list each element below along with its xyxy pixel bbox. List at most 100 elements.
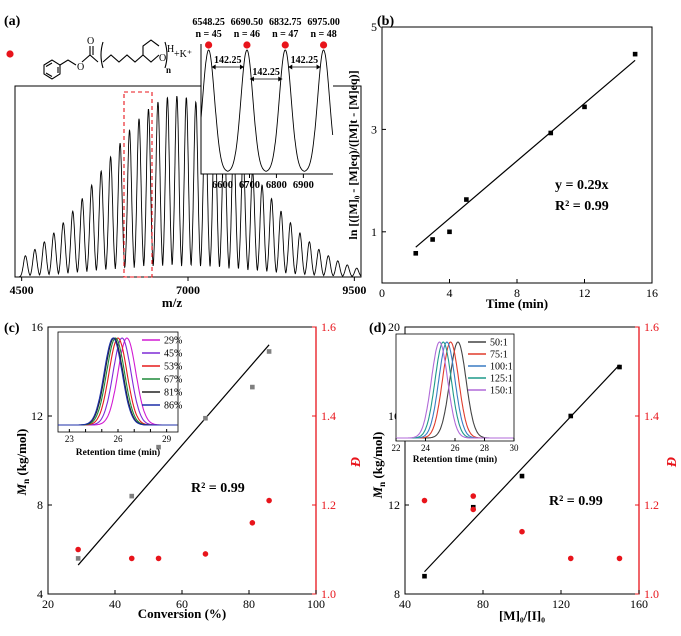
panel-b-data-point xyxy=(632,51,638,57)
panel-c-x-tick-label: 60 xyxy=(176,597,188,611)
panel-c-mn-point xyxy=(156,444,161,450)
panel-c-mn-point xyxy=(266,349,272,354)
ms-peak-marker xyxy=(243,41,251,49)
panel-c-y-axis-label: Mn (kg/mol) xyxy=(14,429,31,497)
panel-b-data-point xyxy=(430,237,435,242)
panel-d-inset-x-label: Retention time (min) xyxy=(413,454,497,465)
panel-b-ticks: 0 4 8 12 16 1 3 5 xyxy=(371,20,658,300)
panel-d-dispersity-point xyxy=(567,555,574,562)
panel-d-legend-label: 100:1 xyxy=(490,362,513,373)
panel-c-x-tick-label: 20 xyxy=(42,597,54,611)
panel-c-inset-x-tick-label: 23 xyxy=(65,434,75,444)
ms-peak-marker xyxy=(319,41,328,49)
panel-d-mn-point xyxy=(568,413,574,419)
panel-d-inset-x-tick-label: 30 xyxy=(510,443,520,453)
panel-d-legend-label: 50:1 xyxy=(490,338,508,349)
panel-c-data-points xyxy=(75,349,272,562)
panel-d-y2-tick-label: 1.4 xyxy=(644,409,659,423)
ms-spacing-label: 142.25 xyxy=(252,67,280,78)
panel-b-x-tick-label: 8 xyxy=(514,286,520,300)
panel-c-inset-x-label: Retention time (min) xyxy=(76,447,160,458)
ms-spacing-arrowhead-left xyxy=(288,64,293,70)
panel-b-y-axis-label: ln [([M]₀ - [M]eq)/([M]t - [M]eq)] xyxy=(346,70,360,239)
panel-d-mn-point xyxy=(422,573,427,579)
panel-c-dispersity-point xyxy=(75,546,81,553)
ms-inset-background xyxy=(201,44,333,174)
panel-d-legend-label: 150:1 xyxy=(490,386,513,397)
panel-d-y2-axis-label: Đ xyxy=(665,457,680,468)
panel-c-y-tick-label: 4 xyxy=(37,587,43,601)
panel-d-y-tick-label: 12 xyxy=(388,498,400,512)
panel-d-y2-tick-label: 1.2 xyxy=(644,498,659,512)
panel-c-inset-x-tick-label: 29 xyxy=(162,434,172,444)
red-dot-legend xyxy=(6,50,14,58)
panel-b-plot-frame xyxy=(381,26,653,284)
ms-spacing-arrowhead-right xyxy=(239,64,244,70)
ms-inset-axes xyxy=(200,44,333,175)
panel-b-data-points xyxy=(413,51,638,256)
ms-peak-mz-label: 6832.75 xyxy=(269,17,302,28)
panel-c-inset-legend: 29% 45% 53% 67% 81% 86% xyxy=(142,336,182,412)
panel-d-x-tick-label: 120 xyxy=(552,597,570,611)
ms-spacing-arrowhead-right xyxy=(278,76,283,82)
panel-a-x-tick-label: 9500 xyxy=(342,283,366,297)
ms-inset-x-tick-label: 6800 xyxy=(266,180,287,191)
panel-c-legend-label: 45% xyxy=(164,349,182,360)
ms-spacing-label: 142.25 xyxy=(291,55,319,66)
panel-d-y2-tick-label: 1.6 xyxy=(644,320,659,334)
panel-c-x-tick-label: 80 xyxy=(243,597,255,611)
panel-c-mn-point xyxy=(203,415,208,421)
highlight-dashed-box xyxy=(123,91,153,278)
panel-c-legend-label: 86% xyxy=(164,401,182,412)
panel-a: (a) O O O n H +K⁺ 6600 670 xyxy=(4,14,366,310)
panel-c-y2-tick-label: 1.0 xyxy=(321,587,336,601)
panel-c-dispersity-point xyxy=(266,497,272,504)
ms-peak-mz-label: 6548.25 xyxy=(192,17,225,28)
panel-d-inset-x-tick-label: 24 xyxy=(421,443,431,453)
panel-b-x-tick-label: 12 xyxy=(579,286,591,300)
panel-d-fit-line xyxy=(424,364,620,573)
panel-c-mn-point xyxy=(75,556,81,561)
ms-peak-mz-label: 6690.50 xyxy=(231,17,264,28)
ms-peak-n-label: n = 47 xyxy=(272,29,298,40)
panel-d-dispersity-point xyxy=(421,497,428,504)
ms-peak-n-label: n = 46 xyxy=(234,29,260,40)
panel-b-r-squared: R² = 0.99 xyxy=(555,199,609,214)
panel-c-dispersity-point xyxy=(128,555,135,562)
panel-c-y2-axis-label: Đ xyxy=(349,457,364,468)
panel-b-data-point xyxy=(464,197,469,202)
structure-oxygen-1: O xyxy=(77,62,84,73)
panel-d-y-tick-label: 20 xyxy=(388,320,400,334)
panel-c-label: (c) xyxy=(4,321,20,336)
panel-c-ticks: 20 40 60 80 100 4 8 12 16 1.0 1.2 1.4 1.6 xyxy=(31,320,336,611)
panel-b-data-point xyxy=(447,229,452,235)
panel-b-y-tick-label: 3 xyxy=(371,122,377,136)
structure-oxygen-2: O xyxy=(87,36,94,47)
panel-b: (b) 0 4 8 12 16 1 3 5 y = 0.29x R² = 0.99 Time … xyxy=(346,14,658,311)
panel-b-x-axis-label: Time (min) xyxy=(486,296,548,311)
panel-c-y2-tick-label: 1.6 xyxy=(321,320,336,334)
structure-h: H xyxy=(167,44,174,55)
panel-c-mn-point xyxy=(129,493,135,499)
panel-a-x-axis-label: m/z xyxy=(162,295,182,310)
panel-c-legend-label: 67% xyxy=(164,375,182,386)
panel-c-dispersity-point xyxy=(202,551,209,557)
structure-oxygen-3: O xyxy=(159,53,166,64)
ms-inset-x-tick-label: 6900 xyxy=(293,180,314,191)
panel-a-x-ticks: 4500 7000 9500 xyxy=(10,277,366,297)
ms-peak-mz-label: 6975.00 xyxy=(307,17,340,28)
panel-c-r-squared: R² = 0.99 xyxy=(191,481,245,496)
benzene-ring xyxy=(43,59,61,80)
panel-d-legend-label: 125:1 xyxy=(490,374,513,385)
chemical-structure xyxy=(43,39,168,80)
panel-c-y-tick-label: 12 xyxy=(31,409,43,423)
panel-d-mn-point xyxy=(617,364,622,370)
panel-d-inset-x-tick-label: 28 xyxy=(480,443,490,453)
panel-c: (c) 20 40 60 80 100 4 8 12 16 1.0 1.2 1.4 1.6 23 26 29… xyxy=(4,320,364,621)
panel-d-inset-x-tick-label: 26 xyxy=(451,443,461,453)
ms-peak-n-label: n = 48 xyxy=(310,29,336,40)
panel-c-dispersity-point xyxy=(155,555,162,562)
panel-c-dispersity-point xyxy=(249,520,256,526)
